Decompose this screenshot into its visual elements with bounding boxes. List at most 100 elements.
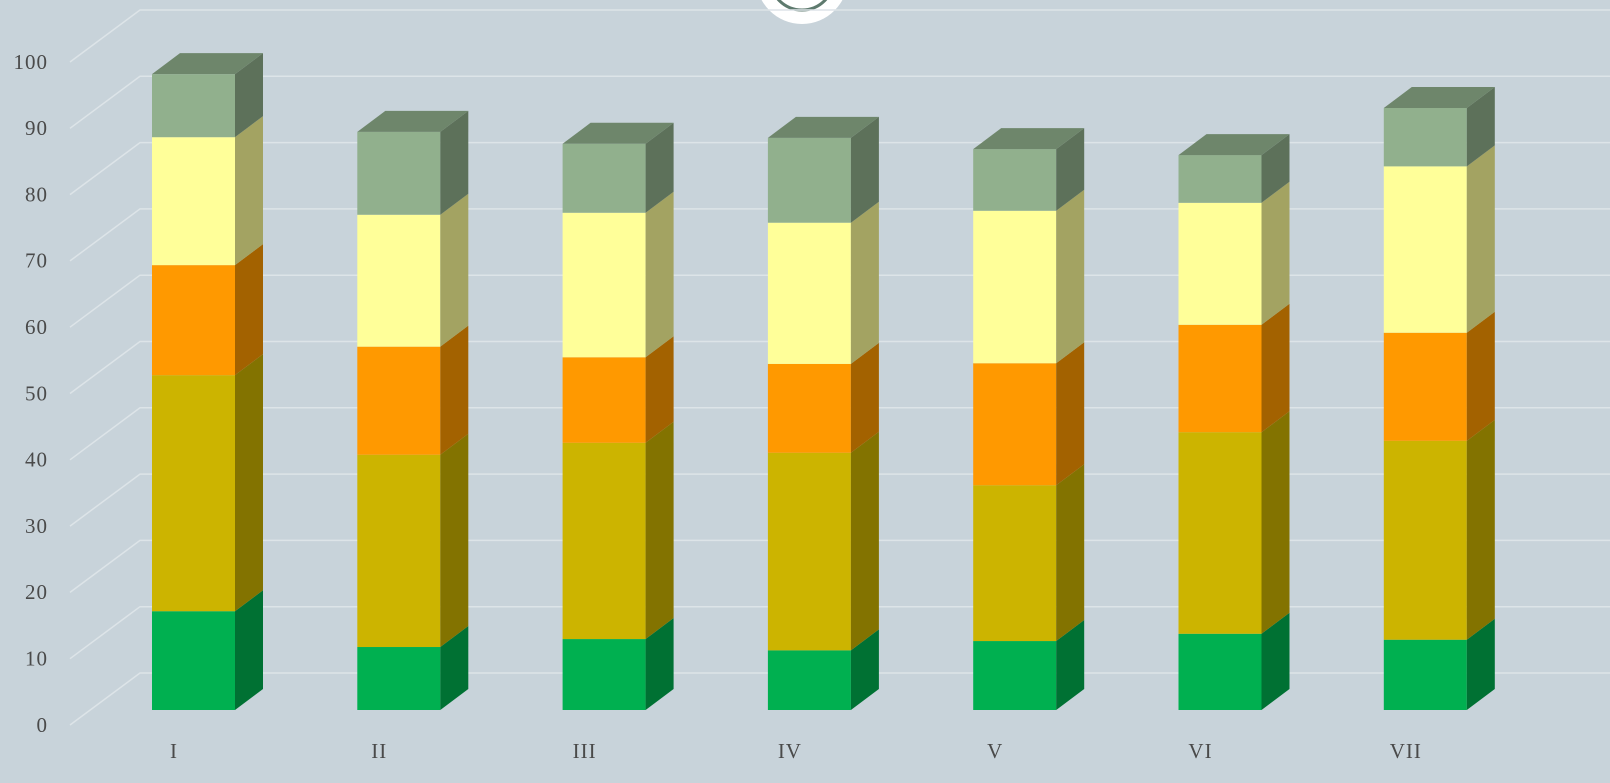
bar-side	[1056, 620, 1085, 710]
bar-side	[440, 110, 469, 215]
bar-top	[1178, 134, 1290, 156]
y-tick-label: 80	[25, 182, 48, 206]
bar-segment	[1383, 639, 1467, 710]
bar-segment	[767, 137, 851, 223]
y-tick-label: 50	[25, 381, 48, 405]
y-tick-label: 0	[37, 713, 49, 737]
grid-line	[69, 407, 1610, 461]
x-tick-label: VII	[1390, 739, 1422, 763]
bar-segment	[973, 641, 1057, 710]
bar-side	[440, 433, 469, 648]
bar-side	[645, 191, 674, 358]
x-tick-label: VI	[1188, 739, 1212, 763]
bar-side	[440, 325, 469, 455]
bar-segment	[562, 639, 646, 710]
bar-segment	[1383, 107, 1467, 167]
bar-side	[235, 354, 263, 612]
y-tick-label: 10	[25, 647, 48, 671]
bar-side	[1466, 145, 1495, 333]
bar-segment	[357, 131, 441, 215]
bar-segment	[357, 346, 441, 455]
bar-side	[235, 53, 263, 138]
bar-side	[850, 431, 879, 651]
grid-line	[69, 141, 1610, 196]
bar-segment	[562, 212, 646, 358]
bar-segment	[357, 454, 441, 648]
bar-side	[1261, 134, 1290, 203]
bar-segment	[152, 74, 235, 138]
bar-segment	[1383, 166, 1467, 333]
bar-side	[1466, 311, 1495, 441]
grid-line	[69, 9, 1610, 63]
x-tick-label: II	[371, 739, 387, 763]
grid-line	[69, 274, 1610, 328]
grid-line	[69, 539, 1610, 594]
bar-side	[1261, 411, 1290, 634]
bar-side	[850, 342, 879, 453]
bar-side	[850, 201, 879, 364]
bar-top	[973, 128, 1085, 150]
bar-side	[1056, 342, 1085, 486]
bar-side	[1056, 189, 1085, 364]
bar-segment	[767, 650, 851, 710]
bar-side	[1466, 618, 1495, 710]
bar-side	[1466, 86, 1495, 167]
bar-side	[1056, 128, 1085, 211]
bar-top	[562, 122, 674, 144]
bar-side	[1261, 612, 1290, 710]
bar-side	[645, 336, 674, 443]
grid-line	[69, 340, 1610, 395]
bar-segment	[357, 214, 441, 347]
bar-side	[1261, 181, 1290, 325]
x-tick-label: IV	[778, 739, 802, 763]
y-tick-label: 20	[25, 580, 48, 604]
bar-side	[850, 629, 879, 710]
bar-segment	[973, 210, 1057, 364]
bar-segment	[767, 452, 851, 651]
bar-segment	[1383, 440, 1467, 640]
bar-top	[767, 116, 879, 138]
bar-segment	[562, 143, 646, 213]
bar-segment	[1178, 432, 1262, 634]
y-tick-label: 90	[25, 116, 48, 140]
bar-top	[1383, 86, 1495, 108]
bar-top	[357, 110, 469, 132]
bar-segment	[1178, 324, 1262, 433]
bar-side	[645, 122, 674, 213]
grid-line	[69, 75, 1610, 129]
bar-segment	[767, 222, 851, 364]
bar-segment	[1383, 332, 1467, 441]
x-tick-label: III	[573, 739, 597, 763]
bar-segment	[357, 647, 441, 710]
bar-side	[1056, 464, 1085, 642]
y-tick-label: 30	[25, 514, 48, 538]
bar-segment	[1178, 202, 1262, 325]
bar-side	[440, 626, 469, 710]
bar-segment	[152, 375, 235, 612]
bar-segment	[562, 442, 646, 640]
bar-side	[235, 590, 263, 710]
grid-line	[69, 473, 1610, 527]
bar-side	[645, 618, 674, 710]
bar-segment	[562, 357, 646, 443]
grid-line	[69, 208, 1610, 262]
y-tick-label: 40	[25, 448, 48, 472]
bar-top	[152, 53, 263, 75]
bar-segment	[973, 149, 1057, 211]
x-tick-label: I	[170, 739, 178, 763]
bar-segment	[767, 363, 851, 453]
bar-segment	[973, 363, 1057, 486]
bar-side	[235, 244, 263, 376]
bar-side	[440, 193, 469, 347]
bar-segment	[152, 611, 235, 710]
y-tick-label: 60	[25, 315, 48, 339]
bar-side	[645, 421, 674, 640]
bar-side	[1261, 303, 1290, 433]
y-tick-label: 70	[25, 249, 48, 273]
bar-side	[1466, 419, 1495, 640]
x-tick-label: V	[987, 739, 1003, 763]
bar-segment	[152, 137, 235, 266]
bar-segment	[152, 265, 235, 376]
logo	[761, 0, 843, 24]
